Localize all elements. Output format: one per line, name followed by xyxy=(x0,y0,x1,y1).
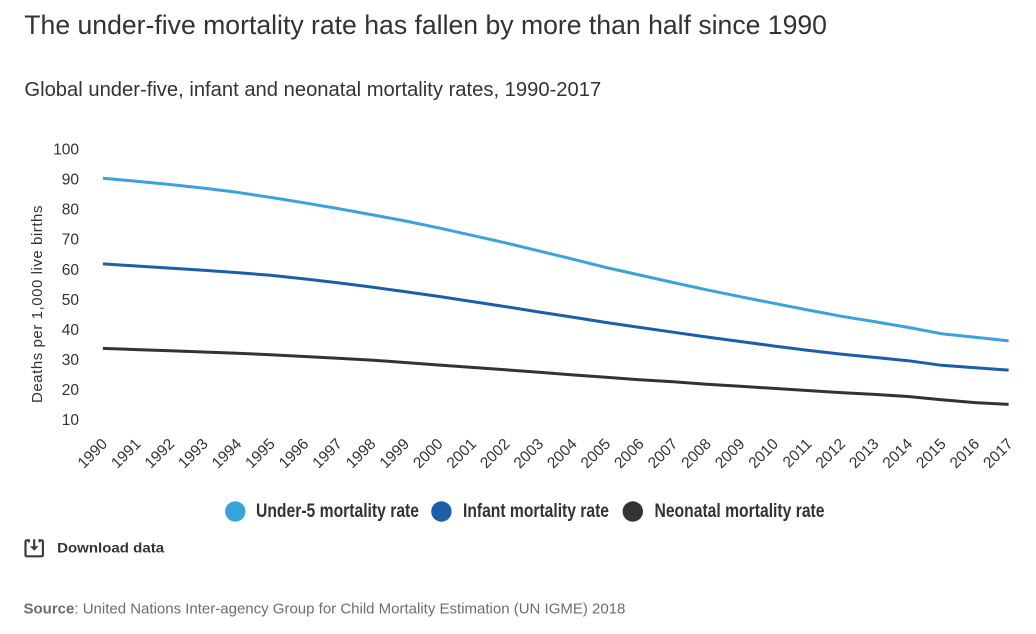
svg-text:1996: 1996 xyxy=(276,436,312,472)
svg-text:2003: 2003 xyxy=(511,436,547,472)
svg-text:2006: 2006 xyxy=(611,436,647,472)
svg-text:2002: 2002 xyxy=(477,436,513,472)
svg-text:Infant mortality rate: Infant mortality rate xyxy=(463,501,609,522)
svg-text:Neonatal mortality rate: Neonatal mortality rate xyxy=(655,501,825,522)
svg-text:2010: 2010 xyxy=(746,435,783,472)
svg-text:The under-five mortality rate: The under-five mortality rate has fallen… xyxy=(24,10,827,40)
svg-text:Deaths per 1,000 live births: Deaths per 1,000 live births xyxy=(29,205,46,403)
svg-text:70: 70 xyxy=(62,232,80,249)
svg-text:1993: 1993 xyxy=(175,436,211,472)
svg-text:2013: 2013 xyxy=(846,436,882,472)
svg-text:90: 90 xyxy=(62,172,80,189)
svg-text:2000: 2000 xyxy=(410,435,447,472)
svg-text:Download data: Download data xyxy=(57,540,164,556)
svg-text:2015: 2015 xyxy=(913,436,949,472)
svg-text:20: 20 xyxy=(62,382,80,399)
svg-text:Source: United Nations Inter-a: Source: United Nations Inter-agency Grou… xyxy=(24,601,626,618)
svg-text:1998: 1998 xyxy=(343,436,379,472)
svg-text:2001: 2001 xyxy=(444,436,480,472)
svg-text:1994: 1994 xyxy=(209,435,246,472)
svg-text:2011: 2011 xyxy=(780,436,816,472)
svg-text:1992: 1992 xyxy=(142,436,178,472)
svg-text:2012: 2012 xyxy=(813,436,849,472)
svg-text:2017: 2017 xyxy=(980,436,1016,472)
svg-text:80: 80 xyxy=(62,202,80,219)
svg-text:1999: 1999 xyxy=(377,436,413,472)
svg-text:2009: 2009 xyxy=(712,436,748,472)
svg-text:40: 40 xyxy=(62,322,80,339)
svg-text:10: 10 xyxy=(62,412,80,429)
svg-text:1990: 1990 xyxy=(75,435,112,472)
svg-text:1997: 1997 xyxy=(309,436,345,472)
svg-text:2008: 2008 xyxy=(678,436,714,472)
svg-text:60: 60 xyxy=(62,262,80,279)
svg-text:100: 100 xyxy=(53,142,79,159)
svg-text:2004: 2004 xyxy=(544,435,581,472)
svg-text:2014: 2014 xyxy=(880,435,917,472)
svg-text:2016: 2016 xyxy=(947,436,983,472)
svg-text:Under-5 mortality rate: Under-5 mortality rate xyxy=(256,501,419,522)
svg-text:2007: 2007 xyxy=(645,436,681,472)
svg-text:2005: 2005 xyxy=(578,436,614,472)
svg-text:50: 50 xyxy=(62,292,80,309)
svg-text:30: 30 xyxy=(62,352,80,369)
svg-text:1995: 1995 xyxy=(242,436,278,472)
svg-text:1991: 1991 xyxy=(108,436,144,472)
svg-text:Global under-five, infant and: Global under-five, infant and neonatal m… xyxy=(24,79,601,101)
